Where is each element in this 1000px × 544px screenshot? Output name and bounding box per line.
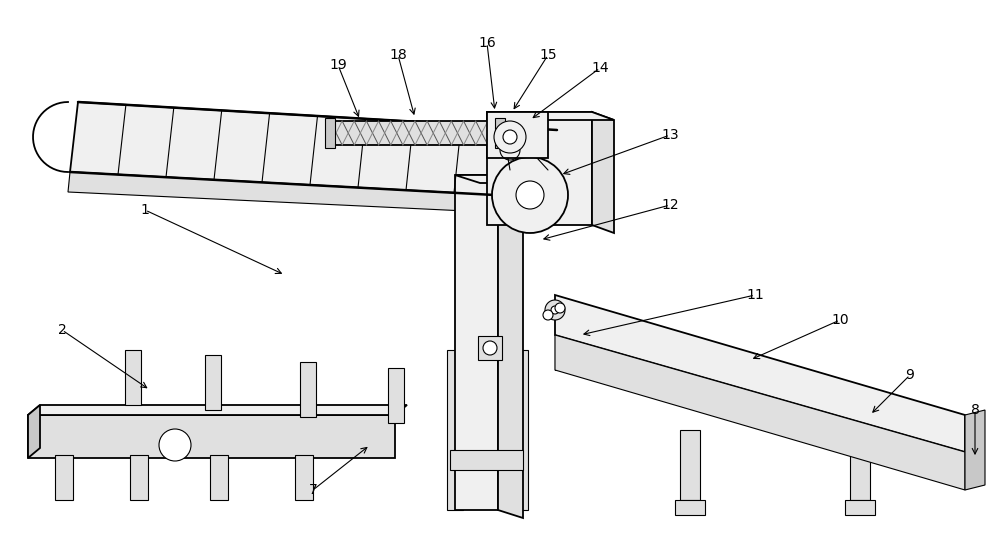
Text: 11: 11 [746,288,764,302]
Polygon shape [592,112,614,233]
Polygon shape [70,102,557,198]
Polygon shape [330,121,500,145]
Polygon shape [28,405,407,415]
Circle shape [159,429,191,461]
Polygon shape [506,350,528,510]
Text: 18: 18 [389,48,407,62]
Polygon shape [450,450,523,470]
Polygon shape [555,335,965,490]
Polygon shape [965,410,985,490]
Polygon shape [388,368,404,423]
Polygon shape [55,455,73,500]
Polygon shape [478,336,502,360]
Circle shape [551,306,559,314]
Text: 9: 9 [906,368,914,382]
Polygon shape [300,362,316,417]
Polygon shape [680,430,700,500]
Circle shape [494,121,526,153]
Polygon shape [455,175,523,183]
Polygon shape [487,112,592,225]
Polygon shape [555,295,965,452]
Circle shape [492,157,568,233]
Text: 16: 16 [478,36,496,50]
Text: 13: 13 [661,128,679,142]
Polygon shape [495,118,505,148]
Text: 12: 12 [661,198,679,212]
Text: 14: 14 [591,61,609,75]
Polygon shape [295,455,313,500]
Polygon shape [447,350,463,510]
Circle shape [555,303,565,313]
Text: 2: 2 [58,323,66,337]
Circle shape [483,341,497,355]
Polygon shape [498,175,523,518]
Polygon shape [675,500,705,515]
Text: 10: 10 [831,313,849,327]
Text: 15: 15 [539,48,557,62]
Polygon shape [487,112,548,158]
Polygon shape [850,430,870,500]
Text: 19: 19 [329,58,347,72]
Polygon shape [68,172,550,215]
Circle shape [503,130,517,144]
Polygon shape [28,415,395,458]
Polygon shape [205,355,221,410]
Polygon shape [845,500,875,515]
Text: 7: 7 [309,483,317,497]
Text: 8: 8 [971,403,979,417]
Polygon shape [130,455,148,500]
Polygon shape [125,350,141,405]
Text: 1: 1 [141,203,149,217]
Circle shape [543,310,553,320]
Polygon shape [455,175,498,510]
Polygon shape [28,405,40,458]
Polygon shape [487,112,614,120]
Circle shape [516,181,544,209]
Polygon shape [210,455,228,500]
Polygon shape [325,118,335,148]
Circle shape [545,300,565,320]
